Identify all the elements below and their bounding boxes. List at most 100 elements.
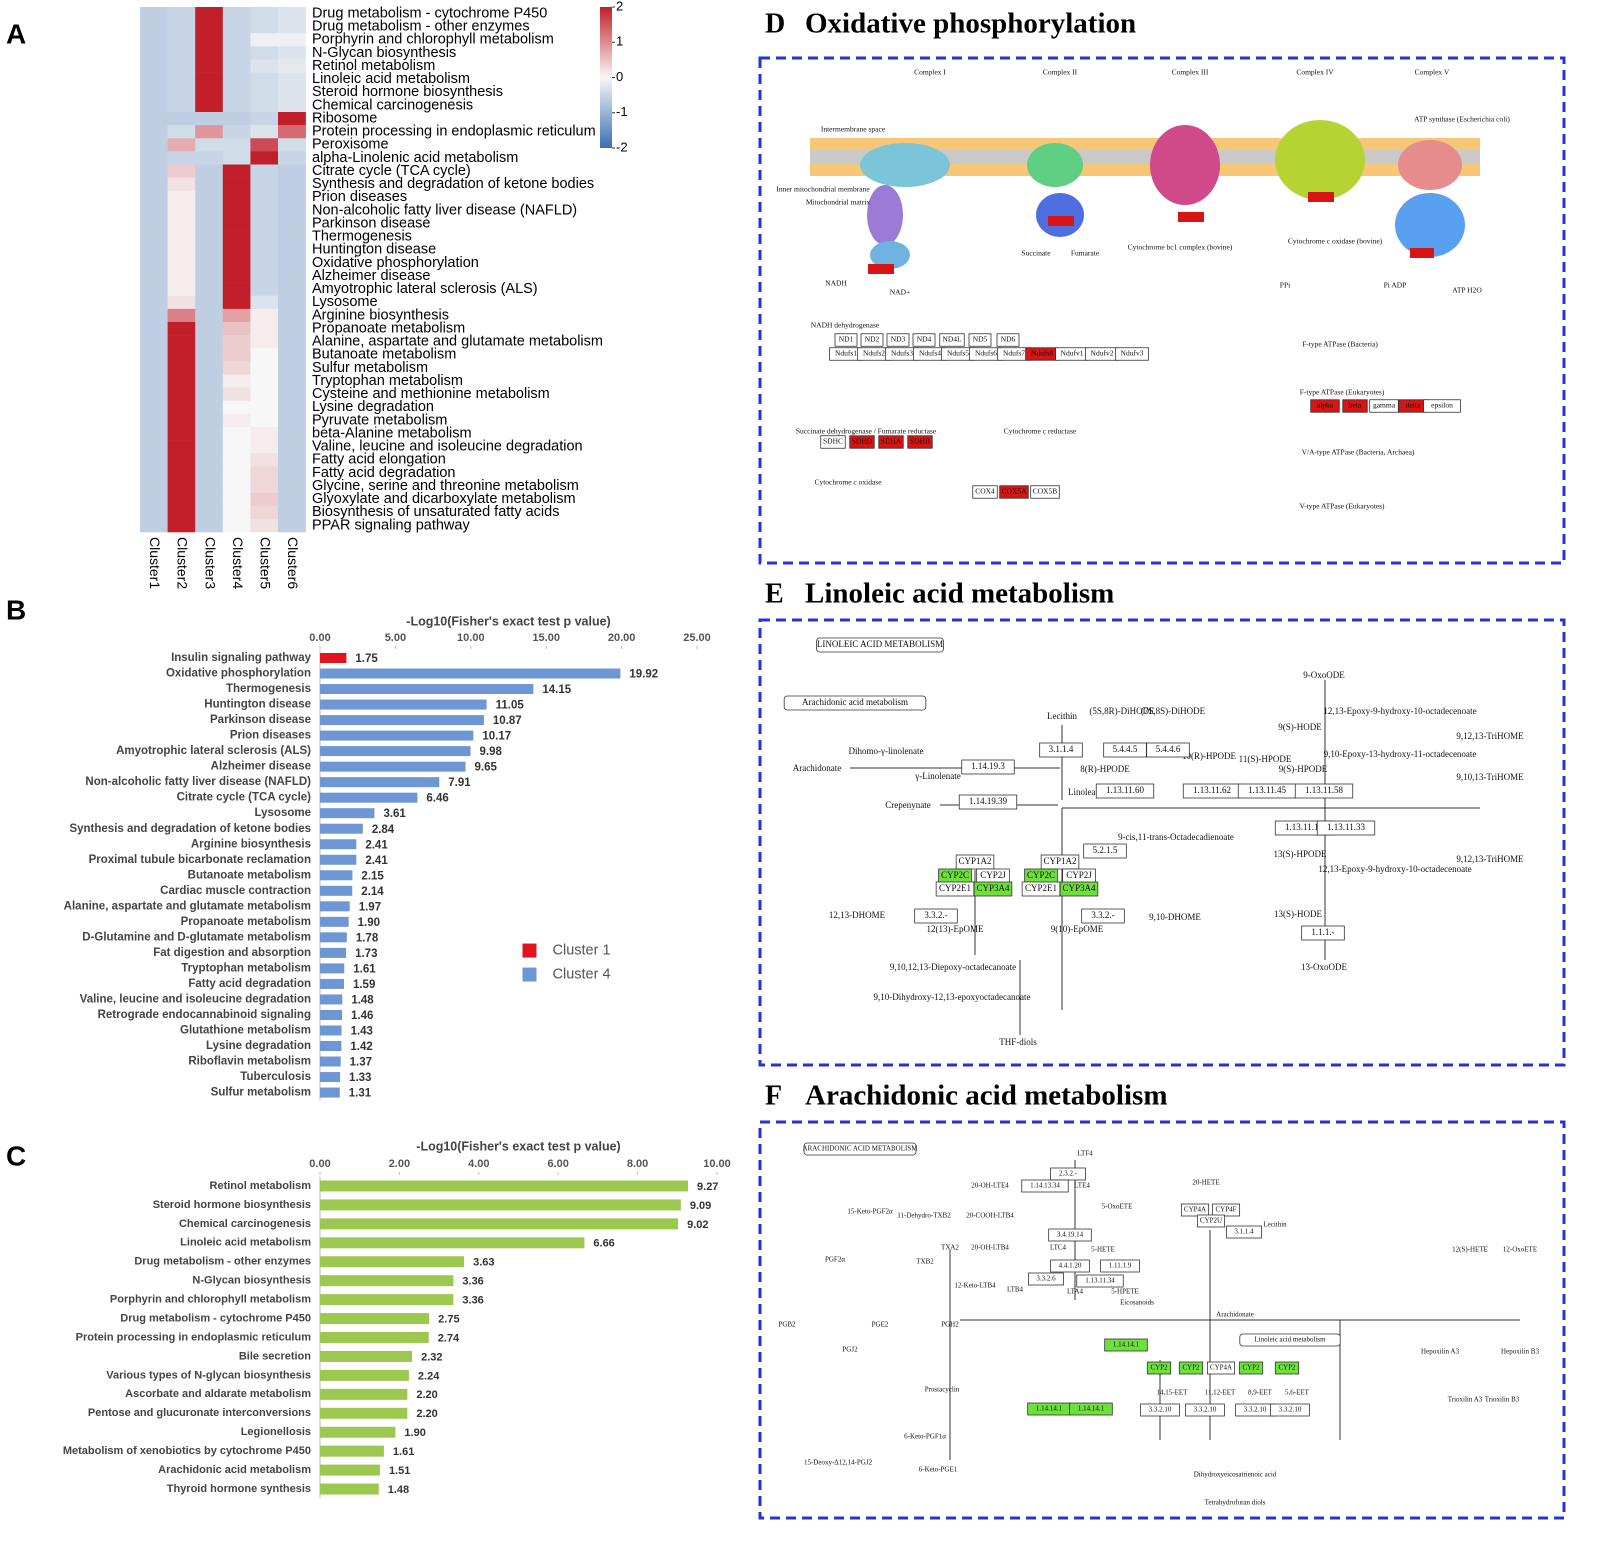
node-box-label: epsilon (1431, 401, 1453, 410)
heat-cell (250, 33, 279, 47)
node-label: Arachidonate (1216, 1311, 1254, 1319)
heat-cell (195, 282, 224, 297)
value-label: 1.61 (393, 1446, 414, 1458)
heat-cell (140, 295, 168, 310)
value-label: 19.92 (629, 669, 658, 681)
node-box-label: Ndufs1 (835, 349, 857, 358)
node-box-label: 1.13.11.34 (1085, 1277, 1115, 1285)
heat-cell (222, 190, 251, 205)
node-label: 12,13-Epoxy-9-hydroxy-10-octadecenoate (1323, 706, 1476, 716)
bar (320, 730, 474, 741)
heat-cell (250, 98, 279, 113)
node-label: 11(S)-HPODE (1239, 754, 1292, 764)
row-label: Non-alcoholic fatty liver disease (NAFLD… (312, 202, 577, 218)
category-label: Arginine biosynthesis (191, 838, 311, 850)
heat-cell (167, 151, 196, 165)
row-label: Sulfur metabolism (312, 360, 428, 376)
node-box-label: 3.3.2.- (1091, 910, 1114, 920)
category-label: Linoleic acid metabolism (180, 1237, 311, 1249)
heat-cell (250, 269, 279, 283)
value-label: 3.61 (383, 808, 406, 820)
heat-cell (140, 413, 168, 428)
heat-cell (222, 518, 251, 533)
node-box-label: gamma (1373, 401, 1396, 410)
value-label: 1.59 (353, 979, 375, 991)
value-label: 1.51 (389, 1465, 410, 1477)
node-label: LTB4 (1007, 1286, 1024, 1294)
heat-cell (167, 243, 196, 257)
node-box-label: Ndufs6 (975, 349, 997, 358)
value-label: 9.65 (475, 762, 498, 774)
node-box-label: 1.11.1.9 (1109, 1262, 1132, 1270)
bar (320, 916, 349, 927)
node-label: Complex V (1415, 68, 1450, 77)
heat-cell (140, 85, 168, 100)
column-label: Cluster2 (175, 537, 191, 589)
heat-cell (278, 269, 306, 283)
node-box-label: 5.2.1.5 (1093, 845, 1118, 855)
value-label: 2.41 (365, 855, 388, 867)
heat-cell (167, 518, 196, 533)
category-label: D-Glutamine and D-glutamate metabolism (82, 931, 311, 943)
value-label: 2.15 (361, 870, 384, 882)
node-box (968, 333, 992, 347)
heat-cell (140, 98, 168, 113)
node-box-label: 1.13.11.58 (1305, 785, 1343, 795)
heat-cell (167, 33, 196, 47)
heat-cell (278, 282, 306, 297)
column-label: Cluster5 (257, 537, 273, 589)
bar (320, 947, 347, 958)
heat-cell (222, 440, 251, 454)
legend-swatch (522, 967, 537, 982)
heat-cell (167, 295, 196, 310)
category-label: Huntington disease (204, 699, 311, 711)
heat-cell (167, 177, 196, 192)
category-label: Ascorbate and aldarate metabolism (125, 1388, 311, 1400)
category-label: Drug metabolism - other enzymes (134, 1256, 311, 1268)
heat-cell (250, 256, 279, 270)
heat-cell (222, 72, 251, 87)
bar (320, 870, 353, 881)
heat-cell (167, 7, 196, 21)
heat-cell (250, 453, 279, 467)
heat-cell (250, 46, 279, 60)
node-box (1076, 1274, 1124, 1288)
node-label: 9-OxoODE (1303, 670, 1345, 680)
heat-cell (195, 217, 224, 231)
x-axis-title: -Log10(Fisher's exact test p value) (406, 614, 610, 628)
row-label: Thermogenesis (312, 229, 412, 245)
node-box (1040, 854, 1080, 870)
node-box-label: CYP2U (1200, 1217, 1222, 1225)
row-label: Biosynthesis of unsaturated fatty acids (312, 504, 559, 520)
node-label: Pi ADP (1384, 281, 1407, 290)
node-box-label: ND5 (973, 335, 988, 344)
value-label: 2.41 (365, 839, 388, 851)
value-label: 10.17 (482, 731, 511, 743)
heat-cell (140, 335, 168, 349)
node-box (860, 333, 884, 347)
category-label: Legionellosis (241, 1426, 311, 1438)
node-box-label: 1.14.14.1 (1078, 1405, 1105, 1413)
row-label: Huntington disease (312, 242, 436, 258)
row-label: Arginine biosynthesis (312, 307, 449, 323)
bar (320, 808, 375, 819)
node-label: V-type ATPase (Eukaryotes) (1299, 502, 1385, 511)
heat-cell (195, 46, 224, 60)
heat-cell (250, 348, 279, 362)
heat-cell (167, 203, 196, 218)
node-label: 15-Keto-PGF2α (847, 1208, 893, 1216)
node-label: PGH2 (941, 1321, 959, 1329)
heat-cell (195, 453, 224, 467)
row-label: Steroid hormone biosynthesis (312, 84, 503, 100)
node-label: 9,12,13-TriHOME (1456, 854, 1524, 864)
node-box-label: 5.4.4.6 (1156, 744, 1181, 754)
heat-cell (167, 125, 196, 139)
value-label: 1.73 (355, 948, 377, 960)
row-label: Cysteine and methionine metabolism (312, 386, 550, 402)
row-label: Ribosome (312, 110, 377, 126)
value-label: 9.09 (690, 1200, 711, 1212)
heat-cell (278, 59, 306, 73)
category-label: Alanine, aspartate and glutamate metabol… (64, 900, 311, 912)
heat-cell (195, 203, 224, 218)
row-label: Propanoate metabolism (312, 320, 465, 336)
